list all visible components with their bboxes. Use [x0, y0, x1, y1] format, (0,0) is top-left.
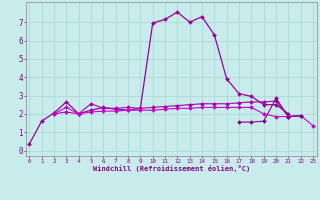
X-axis label: Windchill (Refroidissement éolien,°C): Windchill (Refroidissement éolien,°C)	[92, 165, 250, 172]
